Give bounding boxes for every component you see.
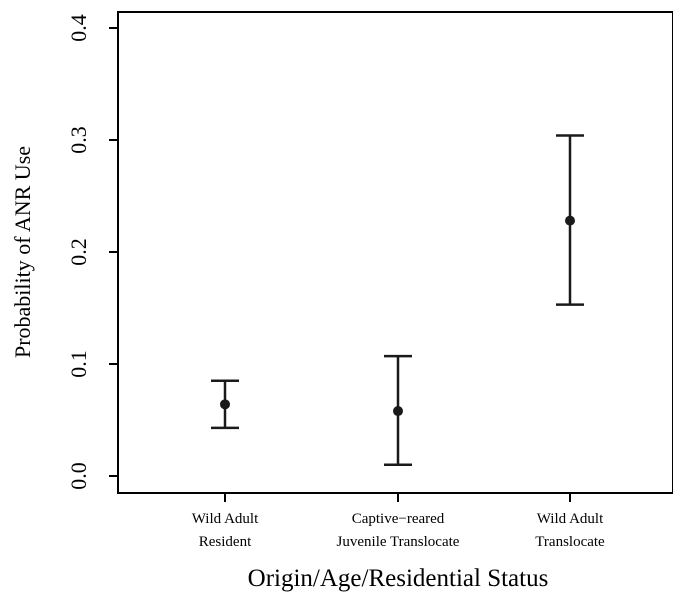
x-tick-label: Resident xyxy=(199,534,252,550)
y-tick-label: 0.4 xyxy=(66,14,91,42)
y-tick-label: 0.1 xyxy=(66,350,91,378)
data-marks xyxy=(211,134,584,467)
y-axis: 0.0 0.1 0.2 0.3 0.4 xyxy=(66,14,118,490)
y-tick-label: 0.3 xyxy=(66,126,91,154)
estimate-point xyxy=(220,399,230,410)
estimate-point xyxy=(393,406,403,417)
plot-box xyxy=(117,11,673,494)
y-axis-label: Probability of ANR Use xyxy=(10,146,35,358)
estimate-point xyxy=(565,215,575,226)
x-tick-label: Juvenile Translocate xyxy=(337,534,460,550)
x-tick-label: Translocate xyxy=(535,534,605,550)
x-axis-label: Origin/Age/Residential Status xyxy=(248,565,549,592)
x-tick-label: Wild Adult xyxy=(537,511,604,527)
x-axis: Wild Adult Resident Captive−reared Juvenile… xyxy=(192,493,605,550)
x-tick-label: Captive−reared xyxy=(352,511,445,527)
x-tick-label: Wild Adult xyxy=(192,511,259,527)
y-tick-label: 0.2 xyxy=(66,238,91,266)
y-tick-label: 0.0 xyxy=(66,462,91,490)
